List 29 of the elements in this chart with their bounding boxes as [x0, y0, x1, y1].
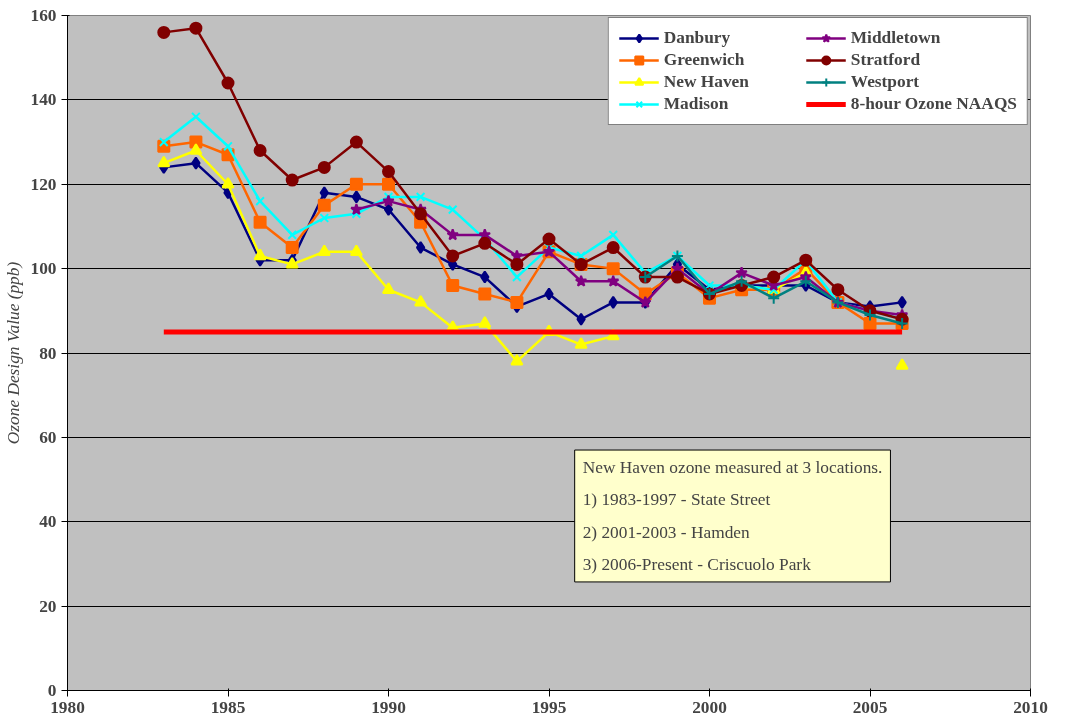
legend-label: Madison — [663, 94, 730, 114]
y-tick-label: 140 — [30, 90, 57, 110]
legend-label: Stratford — [850, 50, 922, 70]
legend-label: New Haven — [663, 72, 750, 92]
legend-label: Greenwich — [663, 50, 746, 70]
x-tick-label: 2005 — [852, 697, 888, 717]
y-tick-label: 160 — [30, 6, 57, 25]
y-tick-label: 0 — [47, 681, 57, 700]
x-tick-label: 1980 — [50, 697, 85, 717]
y-axis-title: Ozone Design Value (ppb) — [3, 261, 23, 445]
y-tick-label: 120 — [30, 174, 57, 194]
y-tick-label: 60 — [39, 427, 57, 447]
x-tick-label: 1990 — [371, 697, 406, 717]
x-tick-label: 2000 — [692, 697, 727, 717]
x-tick-label: 1995 — [531, 697, 567, 717]
x-tick-label: 1985 — [210, 697, 246, 717]
legend-label: Middletown — [850, 28, 942, 48]
legend-label: Westport — [850, 72, 921, 92]
legend-label: Danbury — [663, 28, 732, 48]
annotation: New Haven ozone measured at 3 locations. — [582, 458, 883, 478]
annotation: 1) 1983-1997 - State Street — [582, 490, 771, 510]
x-tick-label: 2010 — [1013, 697, 1048, 717]
legend-label: 8-hour Ozone NAAQS — [850, 94, 1017, 114]
y-tick-label: 80 — [39, 343, 57, 363]
y-tick-label: 100 — [30, 259, 57, 279]
annotation: 2) 2001-2003 - Hamden — [582, 522, 750, 542]
y-tick-label: 40 — [39, 512, 57, 532]
y-tick-label: 20 — [39, 596, 57, 616]
annotation: 3) 2006-Present - Criscuolo Park — [582, 554, 812, 574]
